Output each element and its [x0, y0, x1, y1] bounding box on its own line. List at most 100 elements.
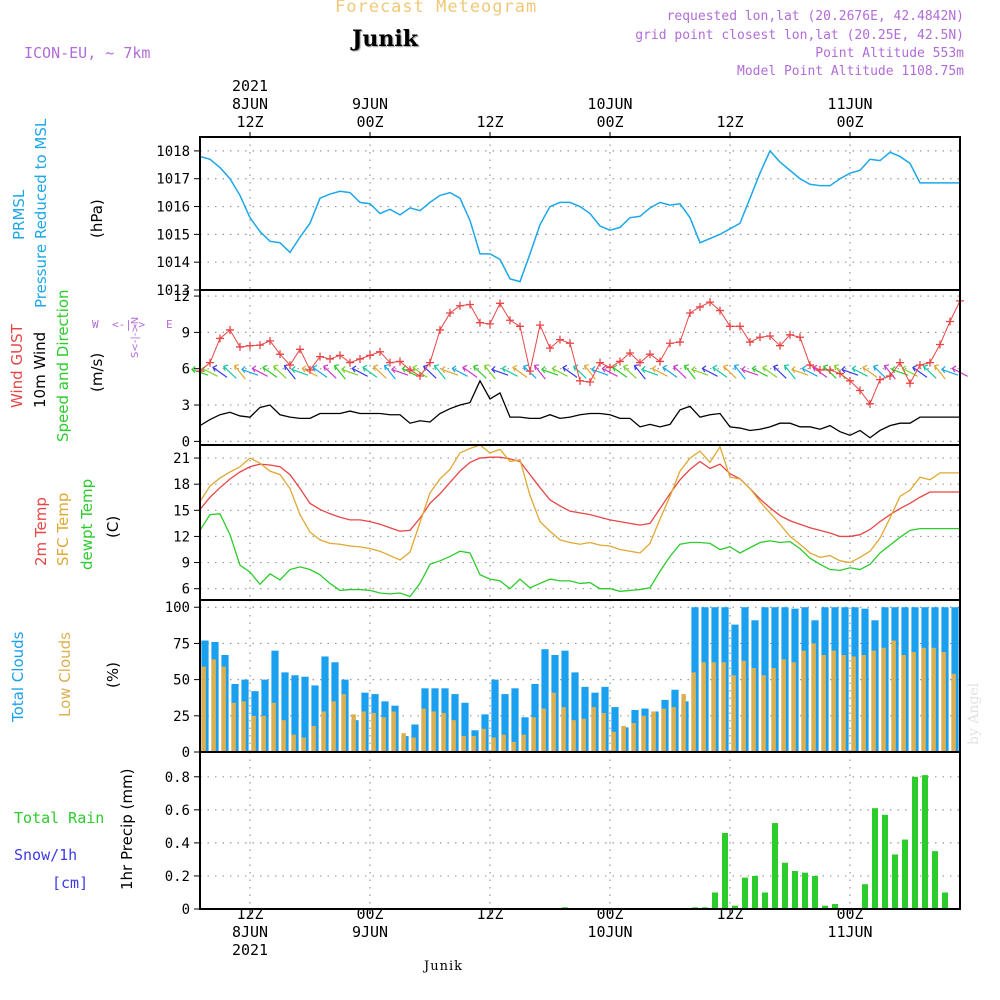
wind-direction-arrow — [383, 364, 396, 380]
low-clouds-bar — [761, 675, 766, 752]
total-clouds-bar — [291, 675, 299, 752]
wind-gust-point — [866, 399, 874, 408]
low-clouds-bar — [561, 707, 566, 752]
wind-gust-point — [276, 350, 284, 359]
rain-bar — [792, 870, 798, 909]
time-label-bottom: 12Z — [236, 905, 264, 923]
rain-bar — [762, 892, 768, 909]
wind-direction-arrow — [723, 364, 737, 379]
low-clouds-bar — [791, 662, 796, 752]
time-label-top: 12Z — [236, 113, 264, 131]
time-label-top: 12Z — [716, 113, 744, 131]
wind-gust-point — [656, 357, 664, 366]
wind-direction-arrow — [783, 364, 796, 380]
low-clouds-bar — [941, 652, 946, 752]
chart-title: Forecast Meteogram — [335, 0, 538, 17]
wind-gust-point — [386, 358, 394, 367]
snow-label: Snow/1h — [14, 846, 78, 864]
wind-gust-point — [456, 301, 464, 310]
low-clouds-bar — [521, 734, 526, 752]
low-clouds-bar — [711, 662, 716, 752]
y-tick-label: 75 — [173, 636, 190, 652]
wind-direction-arrow — [941, 365, 959, 376]
low-clouds-bar — [361, 711, 366, 752]
wind-direction-arrow — [773, 364, 787, 379]
panel-frame — [199, 444, 961, 601]
wind-gust-point — [256, 341, 264, 350]
low-clouds-bar — [491, 737, 496, 752]
time-label-top: 11JUN — [827, 95, 873, 113]
total-clouds-bar — [281, 672, 289, 752]
wind-gust-point — [576, 376, 584, 385]
wind-direction-arrow — [701, 365, 718, 377]
wind-direction-arrow — [541, 365, 559, 376]
wind-10m-line — [199, 379, 960, 439]
y-tick-label: 3 — [182, 398, 190, 414]
wind-gust-point — [496, 299, 504, 308]
wind-gust-point — [616, 357, 624, 366]
rain-bar — [812, 875, 818, 909]
y-tick-label: 15 — [173, 503, 190, 519]
wind-gust-point — [326, 355, 334, 364]
y-tick-label: 0.6 — [165, 803, 190, 819]
wind-direction-arrow — [791, 365, 809, 376]
temp-dewpt-line — [199, 513, 960, 598]
low-clouds-bar — [661, 708, 666, 752]
wind-direction-arrow — [841, 365, 859, 376]
low-clouds-bar — [861, 655, 866, 752]
wind-gust-point — [776, 341, 784, 350]
wind-direction-arrow — [373, 364, 387, 379]
wind-gust-point — [816, 365, 824, 374]
low-clouds-bar — [251, 715, 256, 752]
time-label-top: 00Z — [356, 113, 384, 131]
y-tick-label: 9 — [182, 556, 190, 572]
wind-gust-point — [416, 371, 424, 380]
wind-gust-point — [246, 341, 254, 350]
wind-gust-point — [436, 325, 444, 334]
wind-gust-point — [896, 358, 904, 367]
compass-east: E — [166, 318, 173, 331]
wind-gust-point — [526, 367, 534, 376]
wind-direction-arrow — [473, 364, 487, 379]
wind-direction-arrow — [851, 365, 868, 377]
low-clouds-bar — [261, 715, 266, 752]
low-clouds-bar — [721, 662, 726, 752]
wind-gust-point — [766, 332, 774, 341]
wind-gust-point — [306, 365, 314, 374]
wind-gust-point — [486, 319, 494, 328]
y-tick-label: 12 — [173, 529, 190, 545]
model-name: ICON-EU, ~ 7km — [24, 44, 151, 62]
y-tick-label: 1018 — [156, 144, 190, 160]
wind-direction-arrow — [933, 364, 946, 380]
low-clouds-bar — [471, 736, 476, 752]
y-tick-label: 50 — [173, 673, 190, 689]
wind-direction-arrow — [533, 364, 546, 380]
rain-bar — [822, 905, 828, 909]
low-clouds-bar — [841, 655, 846, 752]
temp-2m-line — [199, 456, 960, 538]
total-clouds-bar — [491, 679, 499, 752]
wind-direction-arrow — [362, 364, 378, 378]
low-clouds-bar — [391, 711, 396, 752]
wind-gust-point — [216, 334, 224, 343]
y-tick-label: 1015 — [156, 227, 190, 243]
wind-gust-point — [426, 358, 434, 367]
low-clouds-bar — [671, 707, 676, 752]
low-clouds-bar — [201, 666, 206, 752]
wind-direction-arrow — [733, 364, 746, 380]
wind-direction-arrow — [551, 365, 568, 377]
grid-coords: grid point closest lon,lat (20.25E, 42.5… — [635, 28, 964, 43]
wind-gust-point — [336, 351, 344, 360]
wind-direction-arrow — [491, 365, 509, 376]
wind-direction-arrow — [662, 364, 678, 378]
low-clouds-bar — [221, 666, 226, 752]
time-label-top: 00Z — [836, 113, 864, 131]
wind-gust-point — [666, 339, 674, 348]
total-clouds-bar — [311, 685, 319, 752]
wind-direction-arrow — [451, 365, 468, 377]
wind-gust-point — [566, 339, 574, 348]
total-clouds-bar — [461, 702, 469, 752]
low-clouds-bar — [911, 652, 916, 752]
rain-bar — [732, 905, 738, 909]
wind-gust-point — [686, 309, 694, 318]
